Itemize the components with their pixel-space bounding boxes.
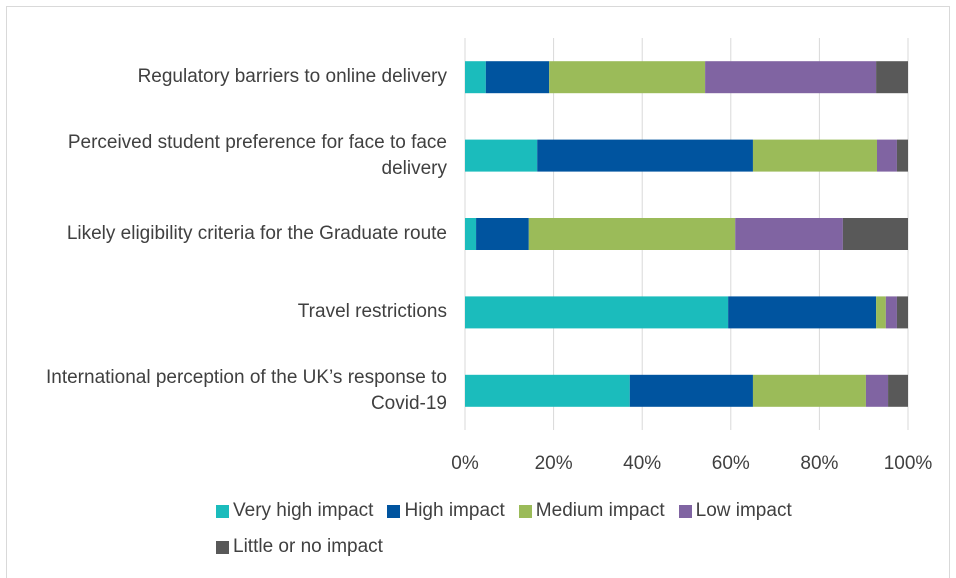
bar-segment xyxy=(735,218,843,250)
bar-segment xyxy=(896,296,908,329)
legend-swatch xyxy=(518,504,532,518)
bar-segment xyxy=(876,61,908,94)
bar-segment xyxy=(705,61,877,94)
y-tick-label: Regulatory barriers to online delivery xyxy=(137,66,447,88)
x-tick-label: 80% xyxy=(800,453,838,474)
y-tick-label: Perceived student preference for face to… xyxy=(67,131,447,179)
bar-segment xyxy=(888,374,908,407)
bar-segment xyxy=(549,61,706,94)
bar-segment xyxy=(465,374,630,407)
legend-item: Low impact xyxy=(678,498,792,524)
bar-segment xyxy=(537,139,753,172)
chart-frame xyxy=(6,6,950,578)
legend-item: Little or no impact xyxy=(216,534,383,560)
legend-label: Very high impact xyxy=(233,500,374,521)
y-tick-label: Likely eligibility criteria for the Grad… xyxy=(66,223,447,244)
legend-label: Little or no impact xyxy=(233,536,383,557)
bar-segment xyxy=(465,218,477,250)
bar-segment xyxy=(465,296,729,329)
x-tick-label: 100% xyxy=(884,453,933,474)
legend-swatch xyxy=(216,504,229,518)
legend-item: High impact xyxy=(387,498,505,524)
x-tick-label: 60% xyxy=(712,453,750,474)
legend-label: Medium impact xyxy=(535,500,665,521)
legend-swatch xyxy=(678,504,692,518)
legend-swatch xyxy=(216,540,229,554)
bar-segment xyxy=(465,61,486,94)
legend-label: High impact xyxy=(404,500,505,521)
bar-segment xyxy=(476,218,529,250)
bar-segment xyxy=(896,139,908,172)
legend-swatch xyxy=(387,504,401,518)
bar-segment xyxy=(876,296,886,329)
legend-label: Low impact xyxy=(695,500,792,521)
bar-segment xyxy=(865,374,889,407)
bar-segment xyxy=(528,218,736,250)
y-tick-label: Travel restrictions xyxy=(297,301,447,323)
bar-segment xyxy=(885,296,897,329)
legend-item: Medium impact xyxy=(518,498,665,524)
bar-segment xyxy=(728,296,877,329)
legend-item: Very high impact xyxy=(216,498,373,524)
legend: Very high impact High impact Medium impact… xyxy=(216,498,816,560)
y-tick-label: International perception of the UK’s res… xyxy=(45,366,447,414)
x-tick-label: 20% xyxy=(535,453,573,474)
bar-segment xyxy=(876,139,897,172)
bar-segment xyxy=(752,139,877,172)
x-tick-label: 40% xyxy=(623,453,661,474)
bar-segment xyxy=(629,374,753,407)
x-tick-label: 0% xyxy=(451,453,479,474)
bar-segment xyxy=(485,61,550,94)
bar-segment xyxy=(842,218,908,250)
bar-segment xyxy=(465,139,538,172)
bar-segment xyxy=(752,374,866,407)
